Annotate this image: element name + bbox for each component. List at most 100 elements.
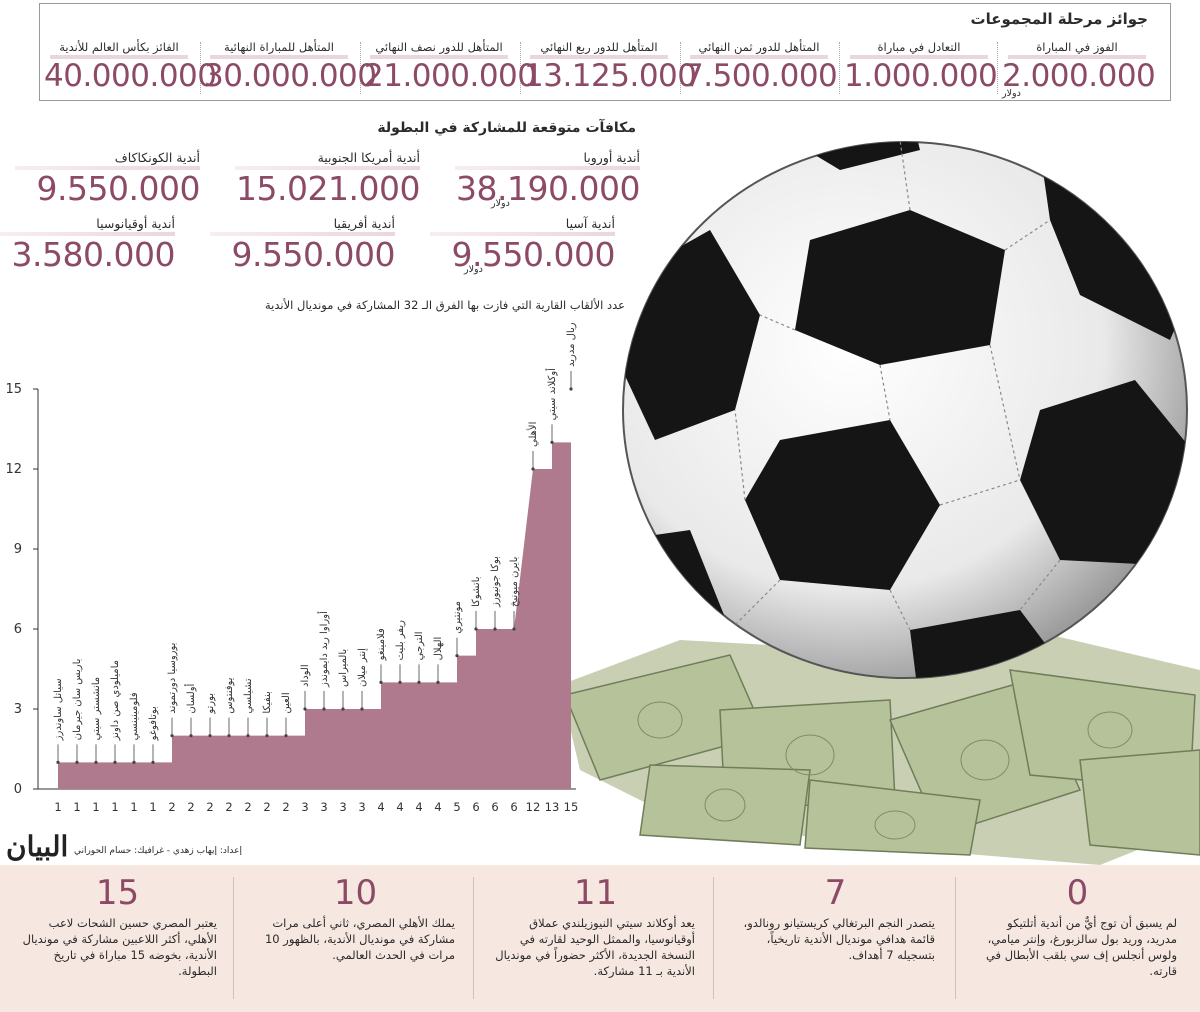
- prize-label: التعادل في مباراة: [877, 40, 961, 54]
- prize-label: الفائز بكأس العالم للأندية: [59, 40, 179, 54]
- fact-card: 15 يعتبر المصري حسين الشحات لاعب الأهلي،…: [0, 865, 235, 1012]
- fact-text: يعد أوكلاند سيتي النيوزيلندي عملاق أوقيا…: [495, 916, 695, 978]
- region-africa: أندية أفريقيا 9.550.000: [210, 216, 396, 274]
- data-point: [113, 760, 117, 764]
- data-point: [265, 734, 269, 738]
- credit: إعداد: إيهاب زهدي - غرافيك: حسام الحوران…: [73, 846, 242, 856]
- data-point: [360, 707, 364, 711]
- team-label: مانشستر سيتي: [91, 677, 102, 741]
- prize-win-match: الفوز في المباراة 2.000.000 دولار: [1002, 40, 1156, 99]
- data-point: [379, 680, 383, 684]
- value-label: 2: [244, 800, 251, 814]
- fact-number: 0: [1066, 873, 1089, 913]
- region-amount: 9.550.000: [36, 169, 201, 208]
- group-stage-prizes-box: جوائز مرحلة المجموعات الفوز في المباراة …: [39, 3, 1171, 101]
- fact-text: يتصدر النجم البرتغالي كريستيانو رونالدو،…: [743, 916, 935, 962]
- region-south-america: أندية أمريكا الجنوبية 15.021.000: [235, 150, 421, 208]
- data-point: [170, 734, 174, 738]
- prize-label: المتأهل للدور ربع النهائي: [540, 40, 658, 54]
- fact-number: 7: [824, 873, 847, 913]
- value-label: 13: [545, 800, 560, 814]
- prize-label: المتأهل للدور نصف النهائي: [375, 40, 503, 54]
- team-label: بوكا جونيورز: [490, 556, 501, 608]
- y-tick-label: 12: [5, 462, 22, 477]
- team-label: فلامينغو: [376, 628, 387, 661]
- data-point: [341, 707, 345, 711]
- value-label: 4: [434, 800, 441, 814]
- value-label: 2: [282, 800, 289, 814]
- data-point: [151, 760, 155, 764]
- data-point: [284, 734, 288, 738]
- data-point: [531, 467, 535, 471]
- prize-round-of-16: المتأهل للدور ثمن النهائي 7.500.000: [684, 40, 838, 96]
- data-point: [493, 627, 497, 631]
- value-label: 2: [263, 800, 270, 814]
- team-label: بنفيكا: [262, 691, 273, 713]
- prize-amount: 1.000.000: [844, 58, 998, 94]
- value-label: 5: [453, 800, 460, 814]
- value-label: 1: [149, 800, 156, 814]
- team-label: بايرن ميونيخ: [509, 557, 520, 607]
- prize-amount: 40.000.000: [44, 58, 217, 94]
- data-point: [550, 440, 554, 444]
- region-europe: أندية أوروبا 38.190.000 دولار: [455, 150, 641, 209]
- fact-number: 11: [573, 873, 618, 913]
- prizes-title: جوائز مرحلة المجموعات: [970, 10, 1148, 28]
- value-label: 4: [415, 800, 422, 814]
- team-label: مونتيري: [452, 601, 463, 634]
- value-label: 2: [206, 800, 213, 814]
- fact-card: 11 يعد أوكلاند سيتي النيوزيلندي عملاق أو…: [478, 865, 713, 1012]
- fact-text: لم يسبق أن توج أيٌّ من أندية أتلتيكو مدر…: [985, 916, 1177, 978]
- prize-draw-match: التعادل في مباراة 1.000.000: [844, 40, 998, 96]
- y-tick-label: 15: [5, 382, 22, 397]
- team-label: تشيلسي: [243, 678, 254, 714]
- soccer-ball-on-money-illustration: [560, 141, 1200, 865]
- region-oceania: أندية أوقيانوسيا 3.580.000: [0, 216, 176, 274]
- prize-amount: 13.125.000: [524, 58, 697, 94]
- value-label: 15: [564, 800, 579, 814]
- prize-quarter-final: المتأهل للدور ربع النهائي 13.125.000: [524, 40, 697, 96]
- team-label: يوفنتوس: [224, 677, 235, 713]
- data-point: [56, 760, 60, 764]
- data-point: [569, 387, 573, 391]
- data-point: [303, 707, 307, 711]
- team-label: بوروسيا دورتموند: [167, 643, 178, 714]
- value-label: 3: [339, 800, 346, 814]
- team-label: الوداد: [300, 664, 311, 687]
- fact-card: 10 يملك الأهلي المصري، ثاني أعلى مرات مش…: [238, 865, 473, 1012]
- value-label: 6: [510, 800, 517, 814]
- prize-amount: 21.000.000: [364, 58, 537, 94]
- team-label: ريفر بليت: [395, 620, 406, 660]
- prize-unit: دولار: [1002, 88, 1021, 99]
- chart-title: عدد الألقاب القارية التي فازت بها الفرق …: [264, 298, 625, 312]
- region-concacaf: أندية الكونكاكاف 9.550.000: [15, 150, 201, 208]
- value-label: 2: [168, 800, 175, 814]
- value-label: 1: [111, 800, 118, 814]
- fact-text: يعتبر المصري حسين الشحات لاعب الأهلي، أك…: [22, 916, 217, 978]
- value-label: 3: [301, 800, 308, 814]
- al-bayan-logo: البيان: [6, 830, 69, 863]
- team-label: ريال مدريد: [566, 322, 577, 367]
- data-point: [455, 654, 459, 658]
- team-label: بورتو: [205, 693, 216, 715]
- fact-number: 15: [95, 873, 140, 913]
- y-tick-label: 9: [14, 542, 22, 557]
- value-label: 6: [472, 800, 479, 814]
- region-amount: 9.550.000: [451, 235, 616, 274]
- value-label: 3: [358, 800, 365, 814]
- data-point: [227, 734, 231, 738]
- value-label: 4: [396, 800, 403, 814]
- region-amount: 38.190.000: [456, 169, 640, 208]
- value-label: 1: [54, 800, 61, 814]
- prize-winner: الفائز بكأس العالم للأندية 40.000.000: [44, 40, 217, 96]
- region-label: أندية أوروبا: [583, 150, 640, 165]
- data-point: [75, 760, 79, 764]
- money-pile: [560, 630, 1200, 865]
- team-label: فلومينينسي: [129, 692, 140, 740]
- value-label: 1: [92, 800, 99, 814]
- participation-title: مكافآت متوقعة للمشاركة في البطولة: [377, 120, 636, 136]
- prize-label: الفوز في المباراة: [1036, 40, 1118, 54]
- soccer-ball: [622, 141, 1188, 679]
- data-point: [398, 680, 402, 684]
- team-label: باتشوكا: [471, 576, 482, 607]
